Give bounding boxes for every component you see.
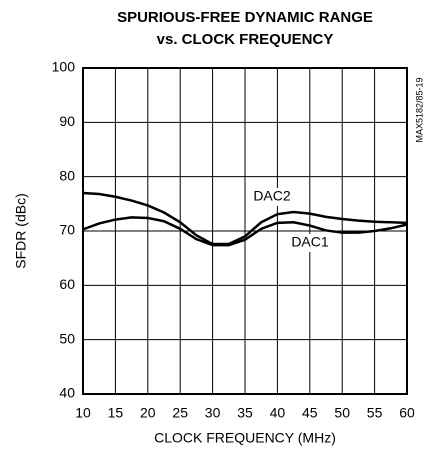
x-tick-label: 55 [367, 405, 383, 421]
x-tick-label: 15 [108, 405, 124, 421]
label-bg [253, 188, 291, 206]
plot-frame [82, 67, 408, 395]
series-label: DAC1 [291, 234, 329, 250]
x-tick-label: 20 [140, 405, 156, 421]
y-tick-label: 80 [59, 167, 75, 183]
y-tick-label: 100 [52, 59, 76, 75]
series-line [82, 216, 408, 247]
x-axis-label: CLOCK FREQUENCY (MHz) [154, 430, 336, 446]
y-tick-label: 90 [59, 113, 75, 129]
series-label: DAC2 [253, 188, 291, 204]
x-tick-label: 40 [270, 405, 286, 421]
label-bg [291, 234, 329, 252]
x-tick-label: 10 [75, 405, 91, 421]
y-tick-label: 50 [59, 330, 75, 346]
y-tick-label: 70 [59, 222, 75, 238]
x-tick-label: 45 [302, 405, 318, 421]
x-tick-label: 25 [172, 405, 188, 421]
chart-title: vs. CLOCK FREQUENCY [157, 31, 334, 48]
x-tick-label: 60 [399, 405, 415, 421]
y-axis-label: SFDR (dBc) [13, 193, 29, 268]
x-tick-label: 35 [237, 405, 253, 421]
x-tick-label: 50 [334, 405, 350, 421]
figure-code: MAX5182/85-19 [414, 77, 424, 142]
x-tick-label: 30 [205, 405, 221, 421]
y-tick-label: 40 [59, 385, 75, 401]
y-tick-label: 60 [59, 276, 75, 292]
chart-title: SPURIOUS-FREE DYNAMIC RANGE [117, 9, 373, 26]
series-line [82, 191, 408, 246]
